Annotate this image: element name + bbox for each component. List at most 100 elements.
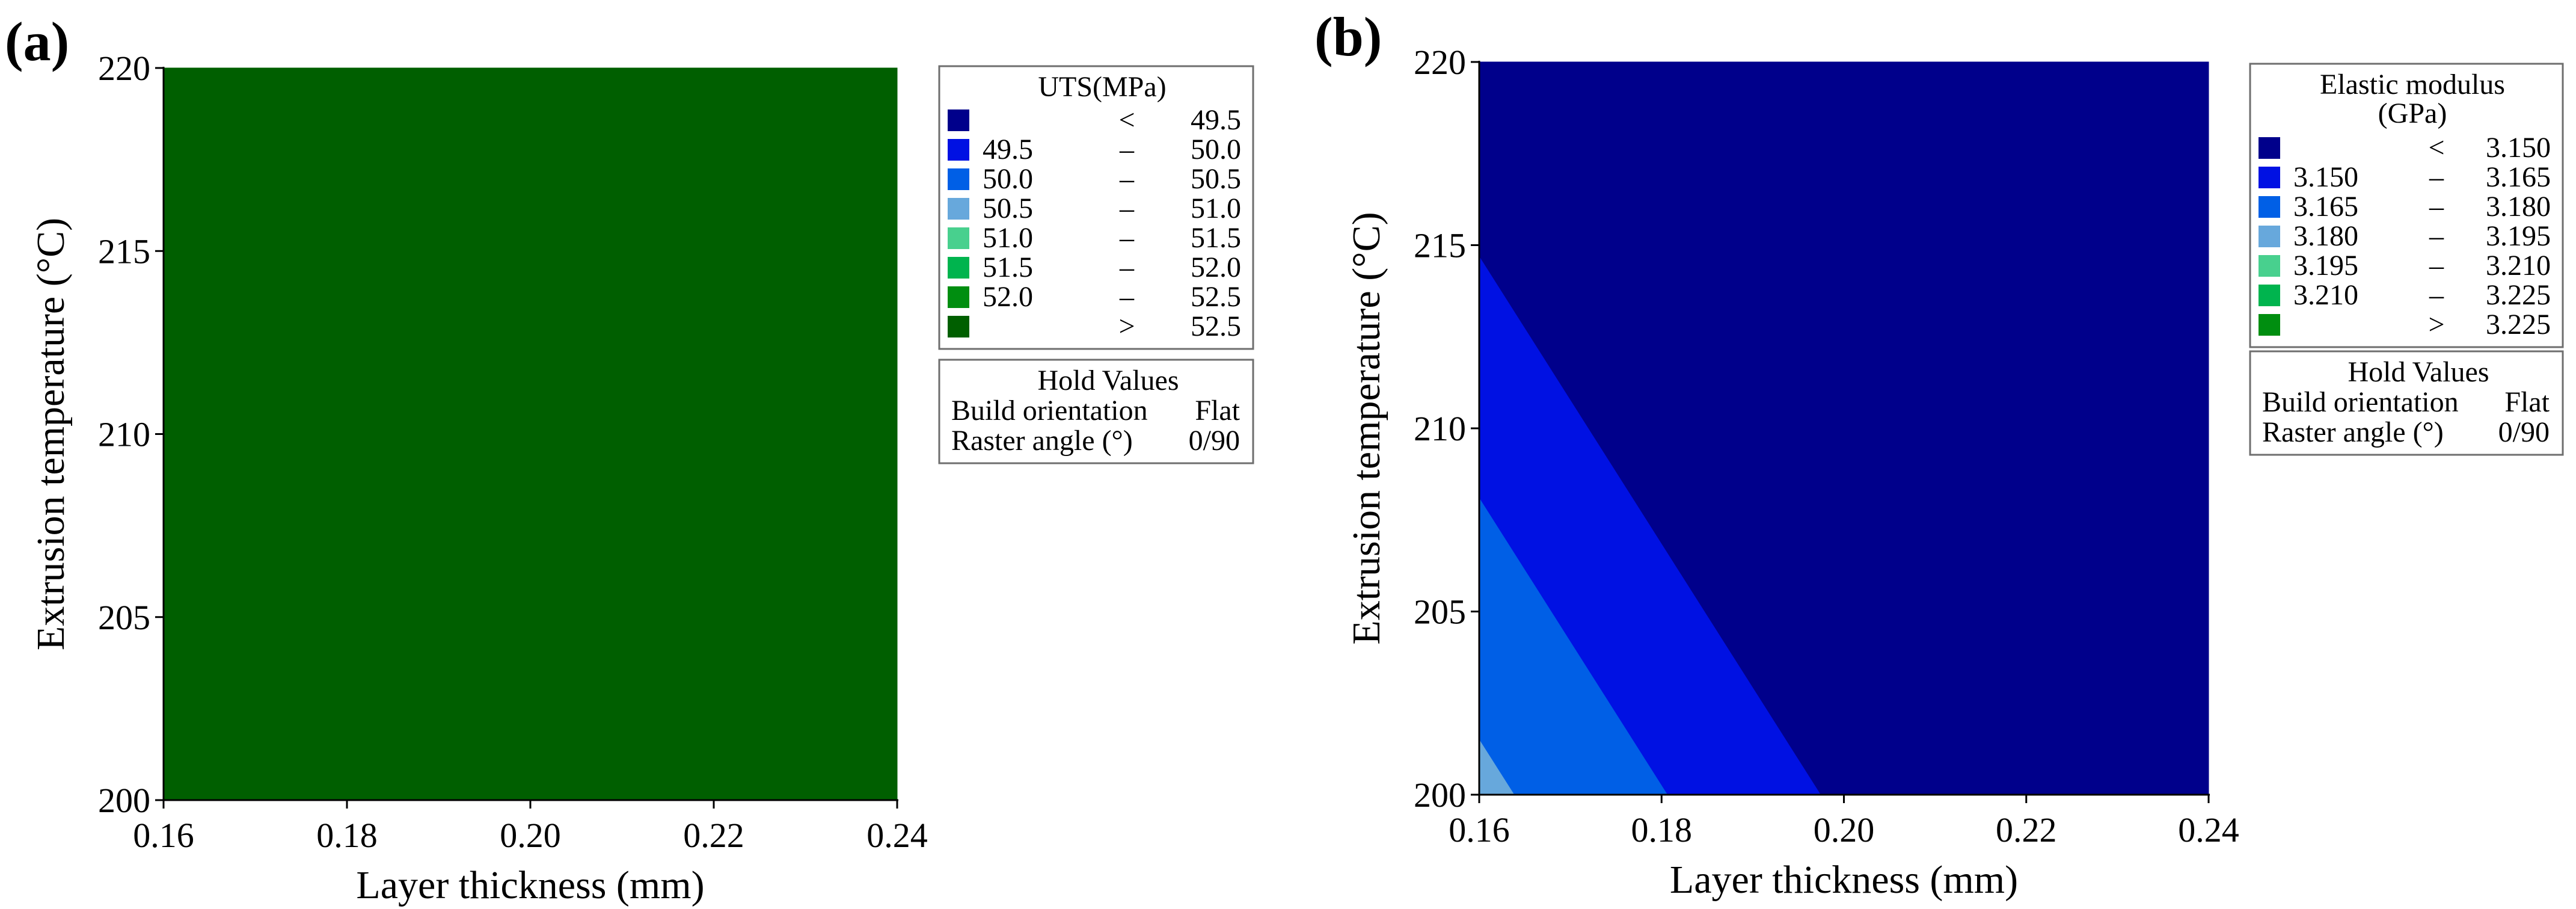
- y-tick-label: 210: [1414, 409, 1466, 448]
- y-axis-label: Extrusion temperature (°C): [29, 218, 73, 650]
- legend-title: Elastic modulus: [2320, 69, 2505, 100]
- x-tick-label: 0.22: [683, 816, 744, 855]
- legend-swatch: [948, 286, 969, 308]
- hold-values-value: Flat: [1195, 395, 1240, 427]
- hold-values-name: Build orientation: [951, 395, 1148, 427]
- y-tick-label: 220: [98, 49, 150, 88]
- panel-label: (a): [5, 11, 69, 72]
- legend-threshold: 49.5: [1191, 104, 1241, 136]
- legend-range-dash: –: [1119, 134, 1135, 165]
- y-axis-label: Extrusion temperature (°C): [1345, 212, 1388, 644]
- legend: Elastic modulus(GPa)< 3.1503.150–3.1653.1…: [2249, 63, 2564, 348]
- legend-range-dash: –: [1119, 281, 1135, 313]
- legend-range-high: 51.0: [1191, 193, 1241, 224]
- legend-range-high: 3.180: [2486, 191, 2551, 223]
- legend-range-low: 3.150: [2293, 161, 2358, 193]
- x-tick-label: 0.20: [500, 816, 561, 855]
- legend-comparator: <: [2428, 132, 2444, 164]
- hold-values-frame: [938, 359, 1254, 464]
- hold-values-value: Flat: [2504, 386, 2550, 418]
- hold-values-name: Build orientation: [2262, 386, 2459, 418]
- x-tick-label: 0.18: [316, 816, 378, 855]
- x-tick-label: 0.24: [2178, 810, 2239, 849]
- y-tick-label: 220: [1414, 43, 1466, 82]
- legend-swatch: [948, 257, 969, 279]
- legend-swatch: [948, 316, 969, 337]
- hold-values-name: Raster angle (°): [2262, 416, 2444, 448]
- y-tick-label: 205: [98, 598, 150, 637]
- legend-range-low: 50.0: [983, 163, 1033, 195]
- x-tick-label: 0.24: [866, 816, 928, 855]
- legend-swatch: [948, 109, 969, 131]
- legend-range-dash: –: [1119, 163, 1135, 195]
- hold-values-title: Hold Values: [1037, 365, 1179, 396]
- contour-bands: [1479, 61, 2209, 795]
- legend-swatch: [948, 227, 969, 249]
- chart-panel-b: 200 205 210 215 220 0.16 0.18 0.20 0.22 0.24 Layer…: [1314, 6, 2564, 902]
- contour-bands: [163, 67, 898, 801]
- x-tick-label: 0.22: [1996, 810, 2057, 849]
- legend-range-high: 3.165: [2486, 161, 2551, 193]
- legend-swatch: [2259, 196, 2280, 218]
- legend-title: UTS(MPa): [1038, 71, 1166, 103]
- x-axis-label: Layer thickness (mm): [1670, 858, 2018, 902]
- legend-range-low: 52.0: [983, 281, 1033, 313]
- legend-range-dash: –: [2429, 250, 2444, 282]
- legend-range-high: 52.0: [1191, 251, 1241, 283]
- hold-values-value: 0/90: [2498, 416, 2550, 448]
- legend-range-low: 51.0: [983, 222, 1033, 254]
- legend-box: [938, 65, 1254, 350]
- legend-range-dash: –: [2429, 220, 2444, 252]
- x-tick-label: 0.16: [1449, 810, 1510, 849]
- legend-range-dash: –: [2429, 191, 2444, 223]
- legend-swatch: [948, 168, 969, 190]
- legend-comparator: >: [2428, 309, 2444, 340]
- legend-box: [2249, 63, 2564, 348]
- legend-swatch: [948, 139, 969, 161]
- legend-range-high: 52.5: [1191, 281, 1241, 313]
- legend-swatch: [2259, 167, 2280, 188]
- hold-values-name: Raster angle (°): [951, 425, 1133, 457]
- chart-panel-a: 200 205 210 215 220 0.16 0.18 0.20 0.22 0.24 Layer…: [5, 11, 1254, 907]
- legend-range-low: 3.180: [2293, 220, 2358, 252]
- legend-range-high: 3.225: [2486, 279, 2551, 311]
- legend-range-low: 50.5: [983, 193, 1033, 224]
- legend-range-low: 49.5: [983, 134, 1033, 165]
- legend: UTS(MPa)< 49.5 49.5 – 50.0 50.0 – 50.5 50.5 – 51.0…: [938, 65, 1254, 350]
- contour-band-8: [163, 67, 898, 801]
- legend-swatch: [948, 198, 969, 220]
- legend-range-high: 3.195: [2486, 220, 2551, 252]
- legend-range-high: 51.5: [1191, 222, 1241, 254]
- legend-range-high: 50.0: [1191, 134, 1241, 165]
- x-tick-label: 0.16: [133, 816, 194, 855]
- y-tick-label: 215: [98, 232, 150, 271]
- legend-comparator: >: [1118, 310, 1135, 342]
- y-tick-label: 200: [98, 781, 150, 820]
- x-tick-label: 0.18: [1631, 810, 1693, 849]
- hold-values-frame: [2249, 350, 2564, 456]
- legend-comparator: <: [1118, 104, 1135, 136]
- legend-range-dash: –: [1119, 193, 1135, 224]
- legend-swatch: [2259, 137, 2280, 159]
- legend-threshold: 3.150: [2486, 132, 2551, 164]
- y-tick-label: 215: [1414, 226, 1466, 265]
- legend-swatch: [2259, 255, 2280, 277]
- legend-range-low: 51.5: [983, 251, 1033, 283]
- hold-values-value: 0/90: [1189, 425, 1240, 457]
- legend-range-low: 3.165: [2293, 191, 2358, 223]
- panel-label: (b): [1314, 6, 1382, 67]
- legend-range-high: 3.210: [2486, 250, 2551, 282]
- legend-swatch: [2259, 314, 2280, 336]
- legend-range-dash: –: [1119, 251, 1135, 283]
- legend-range-low: 3.210: [2293, 279, 2358, 311]
- x-axis-label: Layer thickness (mm): [356, 863, 704, 907]
- legend-threshold: 3.225: [2486, 309, 2551, 340]
- legend-range-low: 3.195: [2293, 250, 2358, 282]
- y-tick-label: 210: [98, 415, 150, 454]
- hold-values-title: Hold Values: [2348, 356, 2489, 388]
- x-tick-label: 0.20: [1814, 810, 1875, 849]
- legend-range-dash: –: [1119, 222, 1135, 254]
